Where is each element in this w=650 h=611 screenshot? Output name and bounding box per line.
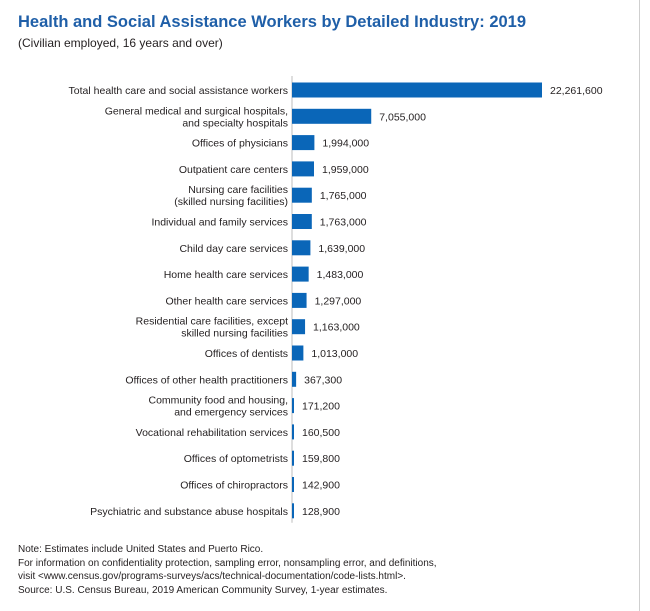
bar-chart: 22,261,600 Total health care and social a…	[69, 76, 603, 523]
category-label: skilled nursing facilities	[181, 328, 288, 340]
category-label: Vocational rehabilitation services	[136, 427, 288, 439]
value-label: 160,500	[302, 427, 340, 439]
chart-title: Health and Social Assistance Workers by …	[18, 13, 527, 31]
bar	[292, 292, 307, 308]
category-label: Psychiatric and substance abuse hospital…	[90, 506, 288, 518]
category-label: Child day care services	[179, 243, 288, 255]
value-label: 7,055,000	[379, 111, 426, 123]
category-label: (skilled nursing facilities)	[174, 196, 288, 208]
category-label: Other health care services	[165, 295, 288, 307]
category-label: Home health care services	[164, 269, 288, 281]
value-label: 1,959,000	[322, 164, 369, 176]
bar	[292, 503, 294, 519]
value-label: 1,763,000	[320, 217, 367, 229]
bar	[292, 266, 309, 282]
note-line: visit <www.census.gov/programs-surveys/a…	[18, 571, 406, 582]
value-label: 22,261,600	[550, 85, 603, 97]
chart-subtitle: (Civilian employed, 16 years and over)	[18, 36, 223, 50]
value-label: 128,900	[302, 506, 340, 518]
bar	[292, 319, 306, 335]
bar	[292, 187, 312, 203]
bar	[292, 450, 294, 466]
category-label: Individual and family services	[151, 217, 288, 229]
category-label: General medical and surgical hospitals,	[105, 105, 288, 117]
value-label: 1,013,000	[311, 348, 358, 360]
bar	[292, 477, 294, 492]
bar	[292, 424, 294, 440]
value-label: 142,900	[302, 480, 340, 492]
category-label: Nursing care facilities	[188, 184, 288, 196]
value-label: 171,200	[302, 401, 340, 413]
bar	[292, 82, 542, 98]
value-label: 1,297,000	[315, 295, 362, 307]
category-label: and specialty hospitals	[182, 117, 288, 129]
bar	[292, 214, 312, 229]
value-label: 1,994,000	[322, 138, 369, 150]
value-label: 1,163,000	[313, 322, 360, 334]
bar	[292, 371, 297, 387]
category-label: Residential care facilities, except	[136, 316, 288, 328]
category-label: Offices of other health practitioners	[125, 374, 288, 386]
note-line: For information on confidentiality prote…	[18, 557, 437, 569]
value-label: 159,800	[302, 453, 340, 465]
note-line: Note: Estimates include United States an…	[18, 544, 264, 555]
category-label: Offices of physicians	[192, 138, 288, 150]
bar	[292, 108, 372, 124]
category-label: Total health care and social assistance …	[69, 85, 288, 97]
value-label: 367,300	[304, 374, 342, 386]
value-label: 1,483,000	[317, 269, 364, 281]
category-label: Offices of chiropractors	[180, 480, 288, 492]
bar	[292, 398, 294, 414]
category-label: Community food and housing,	[149, 395, 289, 407]
category-label: Offices of optometrists	[184, 453, 288, 465]
bar	[292, 345, 304, 361]
notes: Note: Estimates include United States an…	[18, 543, 437, 597]
source-line: Source: U.S. Census Bureau, 2019 America…	[18, 584, 388, 596]
category-label: Offices of dentists	[205, 348, 288, 360]
category-label: Outpatient care centers	[179, 164, 288, 176]
bar	[292, 161, 314, 177]
category-label: and emergency services	[174, 407, 288, 419]
bar	[292, 240, 311, 256]
value-label: 1,639,000	[318, 243, 365, 255]
bar	[292, 135, 315, 151]
value-label: 1,765,000	[320, 190, 367, 202]
